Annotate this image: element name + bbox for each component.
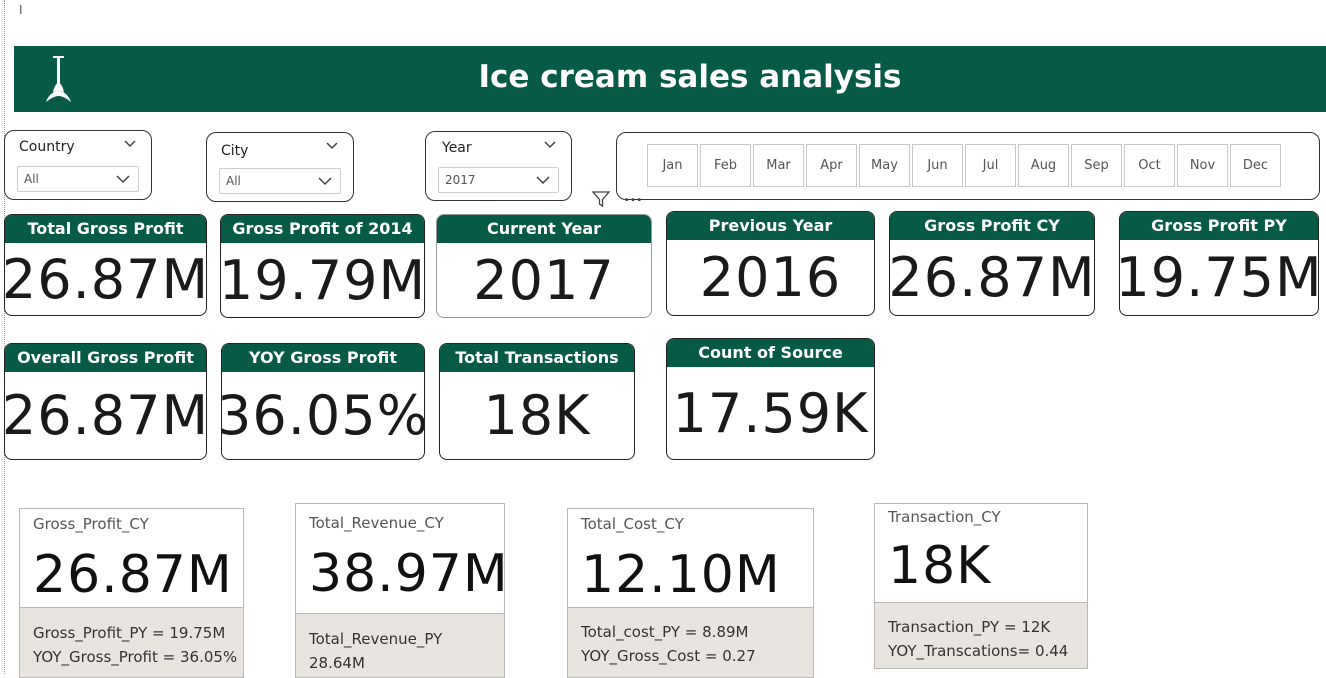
kpi-gross-profit-cy: Gross Profit CY 26.87M: [889, 211, 1095, 316]
kpi-value: 2017: [473, 248, 615, 312]
chevron-down-icon[interactable]: [123, 137, 137, 151]
card-transaction-cy: Transaction_CY 18K Transaction_PY = 12K …: [874, 503, 1088, 669]
month-jul[interactable]: Jul: [965, 144, 1016, 187]
card-footer: Gross_Profit_PY = 19.75M YOY_Gross_Profi…: [20, 607, 243, 677]
kpi-title: Current Year: [437, 215, 651, 243]
card-total-revenue-cy: Total_Revenue_CY 38.97M Total_Revenue_PY…: [295, 503, 505, 678]
city-dropdown[interactable]: All: [219, 168, 341, 194]
chevron-down-icon[interactable]: [116, 172, 130, 186]
card-footer: Total_cost_PY = 8.89M YOY_Gross_Cost = 0…: [568, 607, 813, 677]
kpi-overall-gross-profit: Overall Gross Profit 26.87M: [4, 343, 207, 460]
kpi-title: Gross Profit of 2014: [221, 215, 424, 243]
report-title: Ice cream sales analysis: [478, 59, 902, 95]
card-value: 26.87M: [33, 545, 233, 605]
kpi-total-gross-profit: Total Gross Profit 26.87M: [4, 214, 207, 316]
kpi-title: Gross Profit PY: [1120, 212, 1318, 240]
kpi-title: Previous Year: [667, 212, 874, 240]
month-buttons: Jan Feb Mar Apr May Jun Jul Aug Sep Oct …: [647, 144, 1283, 187]
kpi-value: 2016: [699, 246, 842, 309]
month-mar[interactable]: Mar: [753, 144, 804, 187]
kpi-title: Total Gross Profit: [5, 215, 206, 243]
country-dropdown[interactable]: All: [17, 166, 139, 192]
card-total-cost-cy: Total_Cost_CY 12.10M Total_cost_PY = 8.8…: [567, 508, 814, 678]
kpi-title: Count of Source: [667, 339, 874, 367]
card-footer: Total_Revenue_PY 28.64M: [296, 613, 504, 677]
card-footer-line: Gross_Profit_PY = 19.75M: [33, 624, 226, 642]
card-footer-line: YOY_Gross_Cost = 0.27: [581, 647, 756, 665]
report-header: Ice cream sales analysis: [14, 46, 1326, 112]
chevron-down-icon[interactable]: [543, 138, 557, 152]
card-footer-line: YOY_Gross_Profit = 36.05%: [33, 648, 238, 666]
card-value: 18K: [888, 536, 992, 596]
card-footer-line: 28.64M: [309, 654, 365, 672]
canvas-edge: [4, 0, 5, 674]
year-dropdown[interactable]: 2017: [438, 167, 559, 193]
year-value: 2017: [445, 173, 476, 187]
card-footer-line: Total_cost_PY = 8.89M: [581, 623, 749, 641]
country-slicer-label: Country: [19, 139, 75, 155]
month-feb[interactable]: Feb: [700, 144, 751, 187]
kpi-gross-profit-2014: Gross Profit of 2014 19.79M: [220, 214, 425, 318]
kpi-value: 26.87M: [4, 384, 207, 447]
kpi-value: 26.87M: [4, 247, 207, 311]
card-title: Transaction_CY: [888, 508, 1001, 526]
kpi-title: YOY Gross Profit: [222, 344, 424, 372]
country-value: All: [24, 172, 39, 186]
card-footer: Transaction_PY = 12K YOY_Transcations= 0…: [875, 602, 1087, 668]
month-slicer: Jan Feb Mar Apr May Jun Jul Aug Sep Oct …: [616, 132, 1320, 200]
kpi-title: Overall Gross Profit: [5, 344, 206, 372]
card-value: 12.10M: [581, 545, 781, 605]
kpi-current-year: Current Year 2017: [436, 214, 652, 318]
city-slicer[interactable]: City All: [206, 132, 354, 202]
chevron-down-icon[interactable]: [318, 174, 332, 188]
month-sep[interactable]: Sep: [1071, 144, 1122, 187]
year-slicer[interactable]: Year 2017: [425, 131, 572, 201]
kpi-title: Gross Profit CY: [890, 212, 1094, 240]
text-cursor: I: [19, 3, 23, 17]
kpi-total-transactions: Total Transactions 18K: [439, 343, 635, 460]
card-title: Total_Cost_CY: [581, 515, 684, 533]
card-footer-line: Transaction_PY = 12K: [888, 618, 1051, 636]
filter-icon[interactable]: [591, 189, 611, 209]
chevron-down-icon[interactable]: [325, 139, 339, 153]
card-title: Total_Revenue_CY: [309, 514, 444, 532]
kpi-value: 19.79M: [220, 248, 425, 312]
month-may[interactable]: May: [859, 144, 910, 187]
card-gross-profit-cy: Gross_Profit_CY 26.87M Gross_Profit_PY =…: [19, 508, 244, 678]
year-slicer-label: Year: [442, 140, 472, 156]
kpi-value: 26.87M: [889, 246, 1095, 309]
card-title: Gross_Profit_CY: [33, 515, 149, 533]
month-jun[interactable]: Jun: [912, 144, 963, 187]
kpi-value: 18K: [483, 384, 591, 447]
card-footer-line: Total_Revenue_PY: [309, 630, 443, 648]
kpi-gross-profit-py: Gross Profit PY 19.75M: [1119, 211, 1319, 316]
kpi-title: Total Transactions: [440, 344, 634, 372]
kpi-value: 19.75M: [1119, 246, 1319, 309]
city-slicer-label: City: [221, 143, 249, 159]
city-value: All: [226, 174, 241, 188]
month-jan[interactable]: Jan: [647, 144, 698, 187]
card-footer-line: YOY_Transcations= 0.44: [888, 642, 1069, 660]
month-oct[interactable]: Oct: [1124, 144, 1175, 187]
country-slicer[interactable]: Country All: [4, 130, 152, 200]
month-dec[interactable]: Dec: [1230, 144, 1281, 187]
chevron-down-icon[interactable]: [536, 173, 550, 187]
logo-icon: [46, 56, 71, 102]
month-aug[interactable]: Aug: [1018, 144, 1069, 187]
kpi-yoy-gross-profit: YOY Gross Profit 36.05%: [221, 343, 425, 460]
kpi-value: 36.05%: [221, 384, 425, 447]
kpi-count-of-source: Count of Source 17.59K: [666, 338, 875, 460]
card-value: 38.97M: [309, 544, 505, 604]
month-nov[interactable]: Nov: [1177, 144, 1228, 187]
kpi-value: 17.59K: [672, 381, 869, 445]
kpi-previous-year: Previous Year 2016: [666, 211, 875, 316]
month-apr[interactable]: Apr: [806, 144, 857, 187]
more-options-icon[interactable]: ...: [624, 189, 643, 205]
